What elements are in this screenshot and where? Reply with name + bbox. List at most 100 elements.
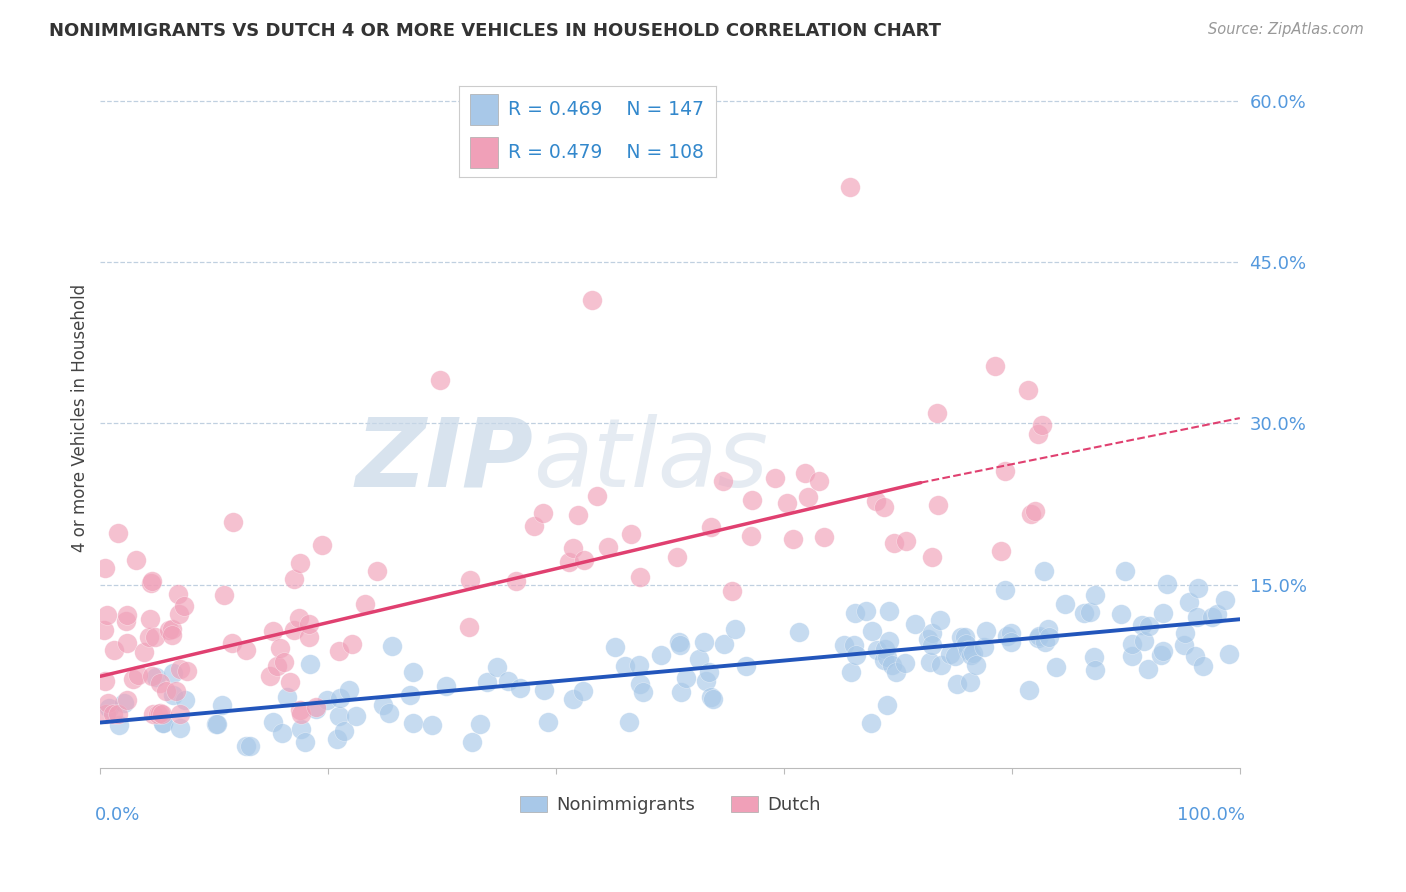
Point <box>1184 649 1206 664</box>
Point <box>860 624 883 638</box>
Point <box>122 673 145 687</box>
Point <box>162 666 184 681</box>
Point <box>340 637 363 651</box>
Point <box>115 608 138 623</box>
Point <box>269 641 291 656</box>
Point <box>1201 610 1223 624</box>
Point <box>461 734 484 748</box>
Point <box>169 706 191 721</box>
Point <box>873 652 896 666</box>
Point <box>1031 417 1053 432</box>
Point <box>1032 564 1054 578</box>
Point <box>533 683 555 698</box>
Point <box>894 656 917 670</box>
Point <box>1156 577 1178 591</box>
Point <box>675 671 697 685</box>
Point <box>290 706 312 721</box>
Point <box>763 470 786 484</box>
Point <box>537 714 560 729</box>
Point <box>994 464 1017 478</box>
Point <box>290 722 312 736</box>
Point <box>212 588 235 602</box>
Point <box>1036 622 1059 636</box>
Point <box>1053 598 1076 612</box>
Point <box>505 574 527 588</box>
Point <box>173 599 195 614</box>
Point <box>953 630 976 644</box>
Point <box>381 640 404 654</box>
Point <box>162 627 184 641</box>
Point <box>896 534 918 549</box>
Point <box>865 493 887 508</box>
Point <box>1121 637 1143 651</box>
Point <box>921 549 943 564</box>
Point <box>797 490 820 504</box>
Point <box>921 626 943 640</box>
Point <box>162 688 184 702</box>
Text: Source: ZipAtlas.com: Source: ZipAtlas.com <box>1208 22 1364 37</box>
Point <box>581 293 603 307</box>
Point <box>1130 618 1153 632</box>
Point <box>735 659 758 673</box>
Point <box>262 624 284 638</box>
Point <box>1045 660 1067 674</box>
Point <box>93 623 115 637</box>
Point <box>344 708 367 723</box>
Point <box>959 674 981 689</box>
Point <box>1152 644 1174 658</box>
Point <box>262 714 284 729</box>
Point <box>740 528 762 542</box>
Point <box>994 582 1017 597</box>
Point <box>873 642 896 657</box>
Point <box>1028 629 1050 643</box>
Point <box>298 657 321 672</box>
Point <box>921 638 943 652</box>
Point <box>724 622 747 636</box>
Point <box>562 692 585 706</box>
Point <box>1026 632 1049 646</box>
Point <box>325 732 347 747</box>
Text: 0.0%: 0.0% <box>94 806 141 824</box>
Point <box>1000 635 1022 649</box>
Point <box>787 625 810 640</box>
Point <box>866 642 889 657</box>
Point <box>883 536 905 550</box>
Text: ZIP: ZIP <box>356 414 533 507</box>
Point <box>283 623 305 637</box>
Point <box>813 530 835 544</box>
Point <box>149 706 172 721</box>
Point <box>273 655 295 669</box>
Point <box>107 706 129 721</box>
Point <box>115 615 138 629</box>
Point <box>366 564 388 578</box>
Point <box>1206 607 1229 622</box>
Point <box>711 474 734 488</box>
Point <box>668 635 690 649</box>
Point <box>700 520 723 534</box>
Point <box>139 576 162 591</box>
Point <box>1038 631 1060 645</box>
Point <box>628 570 651 584</box>
Point <box>429 374 451 388</box>
Point <box>1084 588 1107 602</box>
Point <box>294 735 316 749</box>
Point <box>205 717 228 731</box>
Point <box>468 717 491 731</box>
Point <box>278 674 301 689</box>
Point <box>665 550 688 565</box>
Point <box>288 703 311 717</box>
Point <box>721 583 744 598</box>
Point <box>669 638 692 652</box>
Point <box>235 739 257 754</box>
Point <box>873 500 896 515</box>
Point <box>808 474 831 488</box>
Point <box>1218 647 1240 661</box>
Point <box>475 675 498 690</box>
Point <box>965 657 987 672</box>
Point <box>997 629 1019 643</box>
Point <box>925 406 948 420</box>
Point <box>613 658 636 673</box>
Point <box>713 637 735 651</box>
Point <box>167 607 190 621</box>
Point <box>97 701 120 715</box>
